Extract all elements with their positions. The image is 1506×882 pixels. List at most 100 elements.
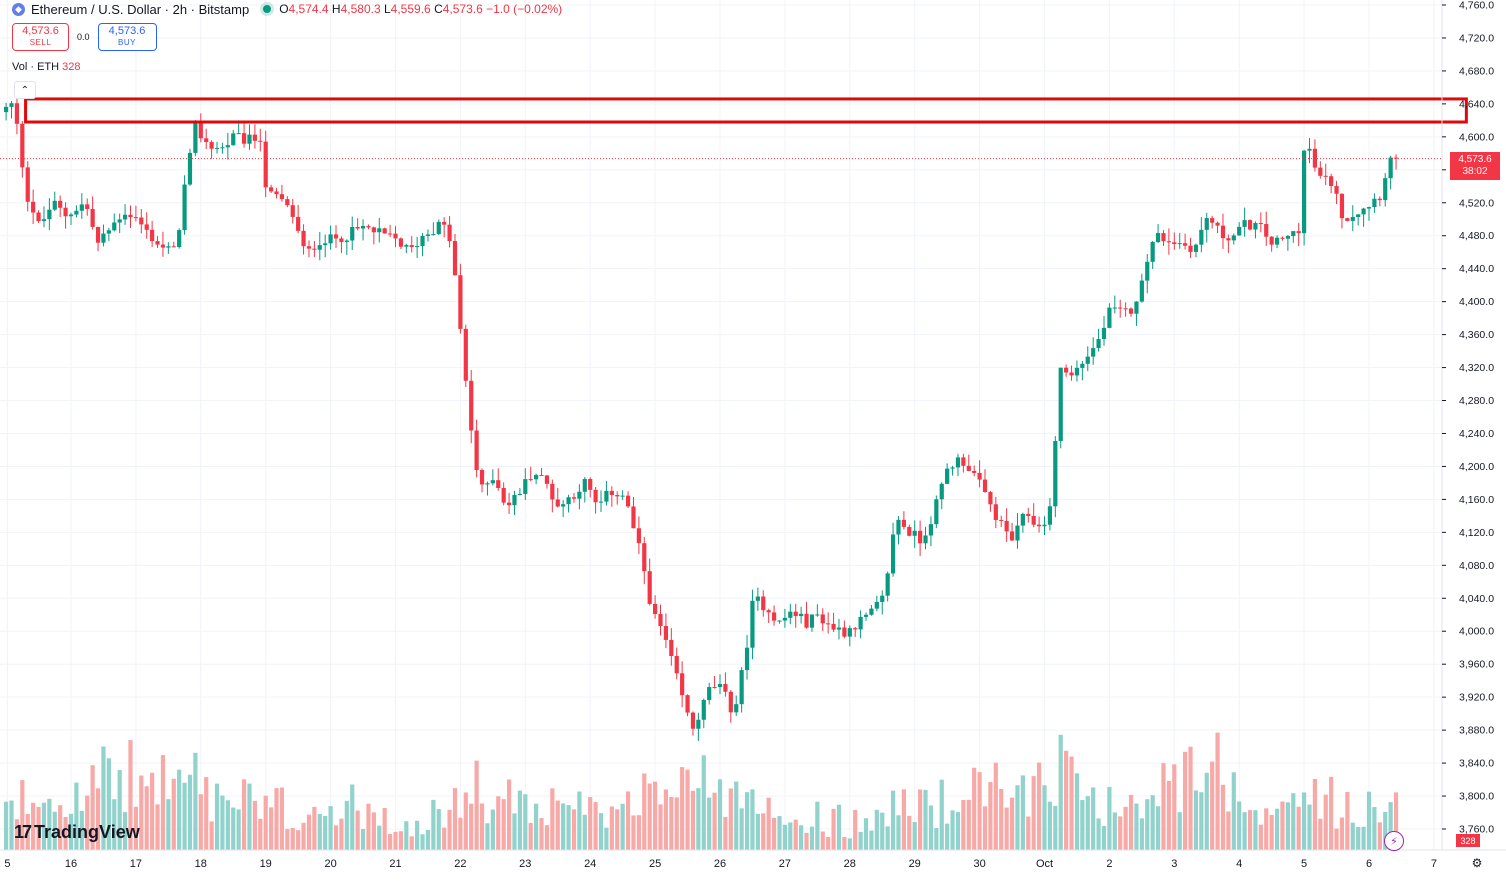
x-tick-label: 19 [260, 858, 272, 870]
volume-bar [582, 814, 587, 850]
high-value: 4,580.3 [340, 2, 381, 16]
candle-body [85, 204, 90, 210]
volume-bar [1004, 807, 1009, 850]
volume-bar [1372, 807, 1377, 850]
volume-bar [350, 784, 355, 850]
volume-bar [799, 825, 804, 850]
x-tick-label: 5 [1301, 858, 1307, 870]
price-axis[interactable]: 4,760.04,720.04,680.04,640.04,600.04,560… [1442, 0, 1494, 836]
candle-body [490, 480, 495, 484]
candle-body [982, 479, 988, 493]
lightning-icon[interactable]: ⚡ [1384, 831, 1404, 851]
candle-body [1085, 356, 1090, 364]
volume-bar [555, 800, 560, 850]
volume-bar [1074, 773, 1080, 850]
ethereum-icon: ◆ [12, 2, 25, 16]
volume-bar [1080, 800, 1085, 850]
candle-body [117, 219, 122, 223]
candle-body [1388, 157, 1393, 179]
volume-bar [1339, 817, 1345, 850]
candle-body [415, 246, 420, 248]
symbol-title[interactable]: Ethereum / U.S. Dollar · 2h · Bitstamp [31, 1, 250, 17]
volume-bar [387, 834, 393, 850]
candle-body [101, 233, 106, 243]
candle-body [1020, 513, 1025, 526]
volume-bar [501, 799, 506, 850]
volume-bar [658, 804, 663, 850]
collapse-legend-button[interactable]: ⌃ [14, 81, 36, 99]
gear-icon[interactable]: ⚙ [1471, 856, 1483, 870]
volume-bar [588, 797, 593, 850]
candle-body [506, 502, 512, 506]
candle-body [690, 712, 696, 729]
volume-bar [631, 815, 636, 850]
volume-bar [31, 802, 36, 850]
candle-body [496, 480, 501, 488]
volume-bar [1155, 806, 1161, 850]
symbol-legend: ◆ Ethereum / U.S. Dollar · 2h · Bitstamp… [12, 0, 562, 18]
volume-bar [1237, 801, 1242, 850]
volume-bar [1264, 808, 1269, 850]
volume-legend[interactable]: Vol · ETH 328 [12, 61, 81, 73]
volume-bar [566, 805, 571, 850]
volume-bar [907, 815, 912, 850]
volume-bar [269, 807, 274, 850]
volume-bar [306, 814, 312, 850]
volume-bar [312, 806, 317, 850]
candle-body [620, 495, 625, 497]
volume-bar [523, 794, 528, 850]
x-tick-label: 30 [973, 858, 985, 870]
candle-body [371, 227, 376, 233]
candle-body [1074, 367, 1080, 376]
close-label: C [434, 2, 443, 16]
volume-bar [1366, 791, 1372, 850]
volume-bar [712, 792, 717, 850]
volume-bar [1150, 795, 1155, 850]
candle-body [1247, 220, 1253, 230]
candle-body [1096, 339, 1101, 349]
candle-body [896, 519, 901, 535]
candle-body [355, 227, 360, 229]
volume-bar [604, 827, 609, 850]
volume-bar [1274, 808, 1280, 850]
volume-bar [1269, 814, 1274, 850]
last-price-value: 4,573.6 [1458, 154, 1492, 165]
volume-bar [847, 838, 852, 850]
volume-bar [690, 790, 696, 850]
y-tick-label: 4,160.0 [1459, 494, 1494, 506]
candle-body [799, 613, 804, 617]
volume-bar [431, 799, 436, 850]
volume-bar [923, 789, 928, 850]
volume-bar [1145, 799, 1150, 850]
candle-body [1009, 531, 1015, 541]
candle-body [1377, 198, 1382, 201]
candle-body [1139, 280, 1144, 302]
sell-price: 4,573.6 [22, 25, 59, 37]
volume-bar [1307, 804, 1312, 850]
candle-body [79, 204, 84, 211]
x-tick-label: 3 [1171, 858, 1177, 870]
y-tick-label: 4,400.0 [1459, 296, 1494, 308]
ohlc-values: O4,574.4 H4,580.3 L4,559.6 C4,573.6 −1.0… [279, 2, 562, 16]
candle-body [674, 655, 679, 674]
volume-bar [620, 803, 625, 850]
volume-bar [512, 813, 517, 850]
time-axis[interactable]: 5 16 17 18 19 20 21 22 23 24 25 26 27 28 29 30 Oct 2 3 4 5 6 7 [4, 858, 1437, 870]
volume-bar [122, 812, 128, 850]
candle-body [68, 214, 74, 217]
candle-body [544, 475, 550, 484]
volume-bar [1210, 761, 1215, 850]
candle-body [636, 528, 641, 544]
x-tick-label: 28 [844, 858, 856, 870]
volume-bar [988, 782, 993, 850]
volume-bar [274, 788, 279, 850]
volume-bar [945, 823, 950, 850]
resistance-zone-rectangle[interactable] [24, 97, 1468, 124]
candle-body [431, 234, 436, 236]
candle-body [90, 209, 95, 227]
sell-button[interactable]: 4,573.6 SELL [12, 23, 69, 51]
tradingview-logo[interactable]: 17 TradingView [14, 822, 140, 843]
candle-body [1242, 220, 1247, 227]
buy-button[interactable]: 4,573.6 BUY [97, 23, 157, 51]
